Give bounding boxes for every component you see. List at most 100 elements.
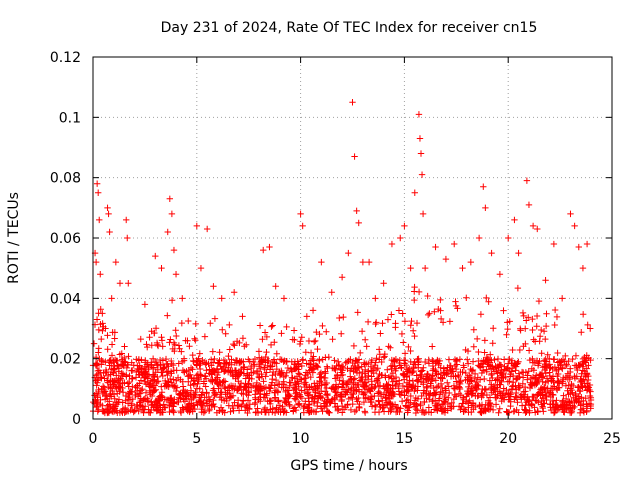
- data-point: [226, 321, 233, 329]
- data-point: [525, 401, 533, 409]
- data-point: [290, 384, 298, 391]
- data-point: [271, 395, 279, 403]
- data-point: [373, 355, 380, 362]
- data-point: [402, 357, 409, 364]
- data-point: [123, 216, 130, 224]
- data-point: [372, 403, 379, 410]
- data-point: [93, 362, 101, 370]
- data-points: [89, 99, 595, 417]
- data-point: [558, 357, 565, 365]
- data-point: [583, 365, 590, 372]
- data-point: [94, 379, 101, 386]
- data-point: [260, 378, 267, 385]
- data-point: [361, 336, 369, 344]
- data-point: [432, 360, 439, 367]
- data-point: [267, 341, 275, 349]
- data-point: [432, 243, 439, 251]
- data-point: [547, 406, 555, 414]
- data-point: [283, 399, 290, 407]
- data-point: [525, 347, 533, 354]
- data-point: [460, 362, 467, 369]
- data-point: [415, 111, 423, 118]
- data-point: [104, 204, 111, 212]
- data-point: [190, 377, 198, 385]
- data-point: [325, 396, 332, 403]
- data-point: [503, 331, 510, 338]
- data-point: [161, 383, 169, 390]
- data-point: [145, 406, 152, 413]
- data-point: [153, 339, 161, 347]
- data-point: [95, 388, 103, 396]
- data-point: [512, 363, 520, 370]
- data-point: [371, 409, 379, 416]
- data-point: [241, 343, 248, 350]
- data-point: [125, 353, 132, 360]
- data-point: [405, 403, 413, 411]
- data-point: [148, 342, 155, 349]
- data-point: [106, 228, 113, 236]
- data-point: [562, 352, 569, 360]
- data-point: [186, 408, 193, 416]
- data-point: [100, 389, 108, 396]
- data-point: [455, 383, 463, 390]
- data-point: [143, 341, 150, 348]
- data-point: [185, 366, 193, 374]
- data-point: [480, 183, 487, 190]
- data-point: [269, 322, 276, 329]
- data-point: [160, 364, 167, 372]
- data-point: [116, 409, 124, 416]
- data-point: [245, 380, 252, 387]
- data-point: [478, 390, 486, 398]
- data-point: [506, 378, 513, 385]
- data-point: [292, 390, 299, 397]
- data-point: [423, 383, 431, 390]
- data-point: [92, 258, 100, 266]
- data-point: [233, 371, 240, 378]
- data-point: [584, 321, 591, 329]
- data-point: [248, 362, 255, 370]
- data-point: [268, 323, 275, 330]
- data-point: [124, 234, 131, 242]
- data-point: [203, 225, 211, 233]
- data-point: [104, 346, 111, 353]
- data-point: [109, 387, 116, 395]
- data-point: [587, 405, 594, 412]
- data-point: [396, 391, 403, 398]
- data-point: [429, 343, 436, 350]
- data-point: [135, 368, 142, 375]
- data-point: [494, 355, 502, 363]
- data-point: [501, 363, 508, 370]
- data-point: [381, 353, 388, 360]
- data-point: [333, 362, 340, 370]
- data-point: [286, 402, 293, 410]
- data-point: [578, 329, 585, 336]
- data-point: [488, 249, 495, 257]
- data-point: [230, 340, 237, 348]
- data-point: [127, 406, 134, 414]
- data-point: [116, 380, 123, 388]
- data-point: [181, 388, 189, 395]
- data-point: [380, 280, 387, 287]
- data-point: [125, 393, 133, 401]
- data-point: [149, 377, 157, 384]
- data-point: [199, 389, 206, 396]
- data-point: [425, 404, 433, 411]
- data-point: [351, 408, 359, 415]
- data-point: [240, 386, 247, 393]
- data-point: [530, 336, 537, 343]
- data-point: [179, 295, 186, 302]
- data-point: [196, 350, 203, 357]
- data-point: [105, 210, 112, 218]
- data-point: [246, 405, 253, 413]
- data-point: [522, 406, 529, 413]
- data-point: [550, 356, 557, 363]
- data-point: [104, 402, 111, 409]
- data-point: [514, 399, 521, 406]
- data-point: [497, 369, 504, 376]
- data-point: [141, 301, 149, 308]
- data-point: [263, 333, 271, 341]
- data-point: [184, 404, 191, 412]
- data-point: [410, 382, 417, 389]
- data-point: [158, 369, 165, 376]
